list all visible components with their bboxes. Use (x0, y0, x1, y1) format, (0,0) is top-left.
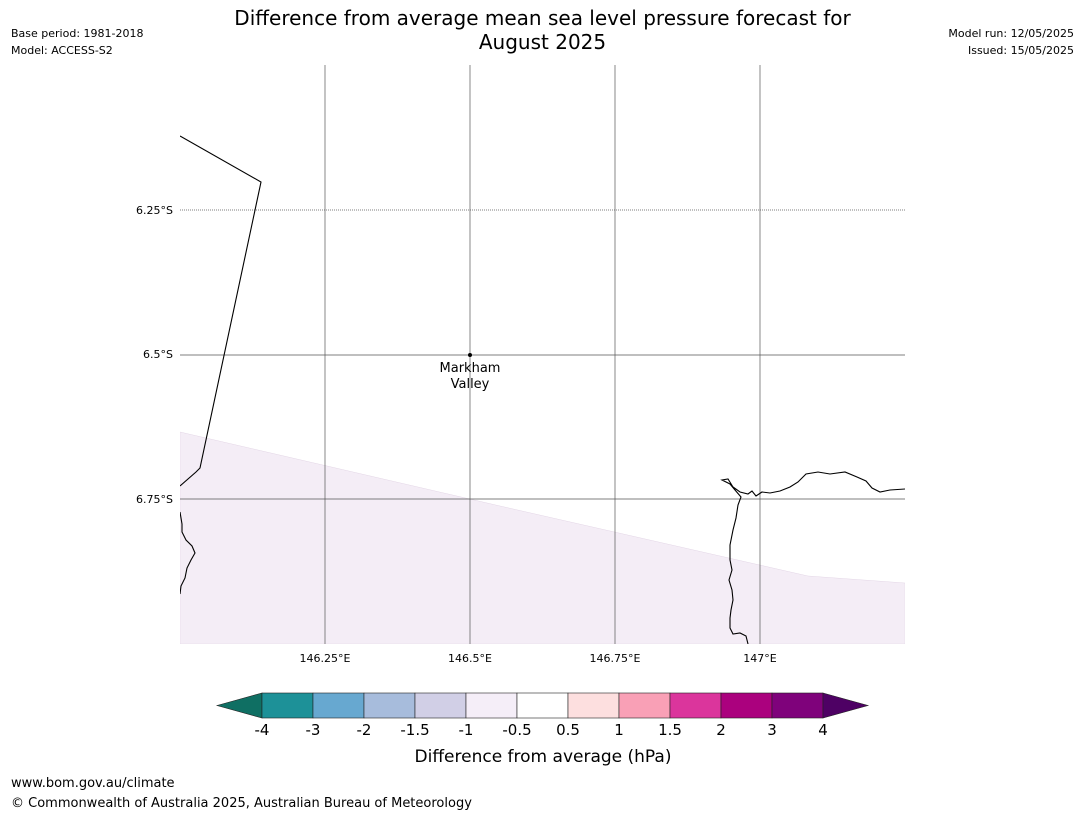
lon-label-4: 147°E (743, 652, 776, 665)
colorbar-segment (771, 692, 824, 719)
model-run-text: Model run: 12/05/2025 (948, 27, 1074, 40)
colorbar-segment (618, 692, 671, 719)
footer-copyright: © Commonwealth of Australia 2025, Austra… (11, 796, 472, 811)
issued-text: Issued: 15/05/2025 (967, 44, 1074, 57)
colorbar-tick-label: -3 (306, 721, 321, 739)
lon-label-2: 146.5°E (448, 652, 492, 665)
colorbar-tick-label: 1 (614, 721, 624, 739)
colorbar-segment (261, 692, 314, 719)
colorbar-tick-label: -1 (459, 721, 474, 739)
lat-label-1: 6.25°S (136, 204, 173, 217)
colorbar-tick-label: 4 (818, 721, 828, 739)
anomaly-region (180, 431, 905, 644)
lat-labels: 6.25°S 6.5°S 6.75°S (136, 204, 173, 506)
place-label-line-1: Markham (440, 361, 501, 376)
coast-right (720, 471, 905, 644)
place-label-line-2: Valley (451, 377, 490, 392)
gridlines (180, 65, 905, 644)
lon-label-3: 146.75°E (590, 652, 641, 665)
colorbar-tick-label: -4 (255, 721, 270, 739)
lat-label-2: 6.5°S (143, 348, 173, 361)
colorbar-ticks: -4 -3 -2 -1.5 -1 -0.5 0.5 1 1.5 2 3 4 (255, 721, 828, 739)
colorbar-segment (312, 692, 365, 719)
map-panel: Markham Valley (180, 65, 905, 644)
colorbar-tick-label: -1.5 (400, 721, 429, 739)
model-text: Model: ACCESS-S2 (11, 44, 113, 57)
colorbar-left-extension (215, 692, 263, 719)
border-line-left (180, 135, 262, 487)
colorbar-tick-label: -2 (357, 721, 372, 739)
title-line-2: August 2025 (478, 30, 607, 54)
coast-left-edge (180, 511, 196, 595)
colorbar-tick-label: 3 (767, 721, 777, 739)
lon-labels: 146.25°E 146.5°E 146.75°E 147°E (300, 652, 777, 665)
colorbar-right-extension (822, 692, 870, 719)
coastlines (180, 135, 905, 644)
colorbar-tick-label: -0.5 (502, 721, 531, 739)
colorbar-segment (414, 692, 467, 719)
lat-label-3: 6.75°S (136, 493, 173, 506)
colorbar-segment (567, 692, 620, 719)
colorbar-segment (720, 692, 773, 719)
colorbar: -4 -3 -2 -1.5 -1 -0.5 0.5 1 1.5 2 3 4 Di… (215, 692, 870, 767)
colorbar-segment (669, 692, 722, 719)
colorbar-segment (465, 692, 518, 719)
colorbar-tick-label: 1.5 (658, 721, 682, 739)
title-line-1: Difference from average mean sea level p… (234, 6, 851, 30)
location-marker (468, 353, 472, 357)
colorbar-segment (363, 692, 416, 719)
colorbar-segment (516, 692, 569, 719)
lon-label-1: 146.25°E (300, 652, 351, 665)
footer-url: www.bom.gov.au/climate (11, 776, 175, 791)
colorbar-tick-label: 2 (716, 721, 726, 739)
colorbar-tick-label: 0.5 (556, 721, 580, 739)
base-period-text: Base period: 1981-2018 (11, 27, 144, 40)
meta-left: Base period: 1981-2018 Model: ACCESS-S2 (11, 25, 143, 59)
colorbar-label: Difference from average (hPa) (415, 747, 672, 767)
meta-right: Model run: 12/05/2025 Issued: 15/05/2025 (948, 25, 1074, 59)
page-title: Difference from average mean sea level p… (0, 6, 1085, 54)
footer: www.bom.gov.au/climate © Commonwealth of… (11, 774, 472, 814)
